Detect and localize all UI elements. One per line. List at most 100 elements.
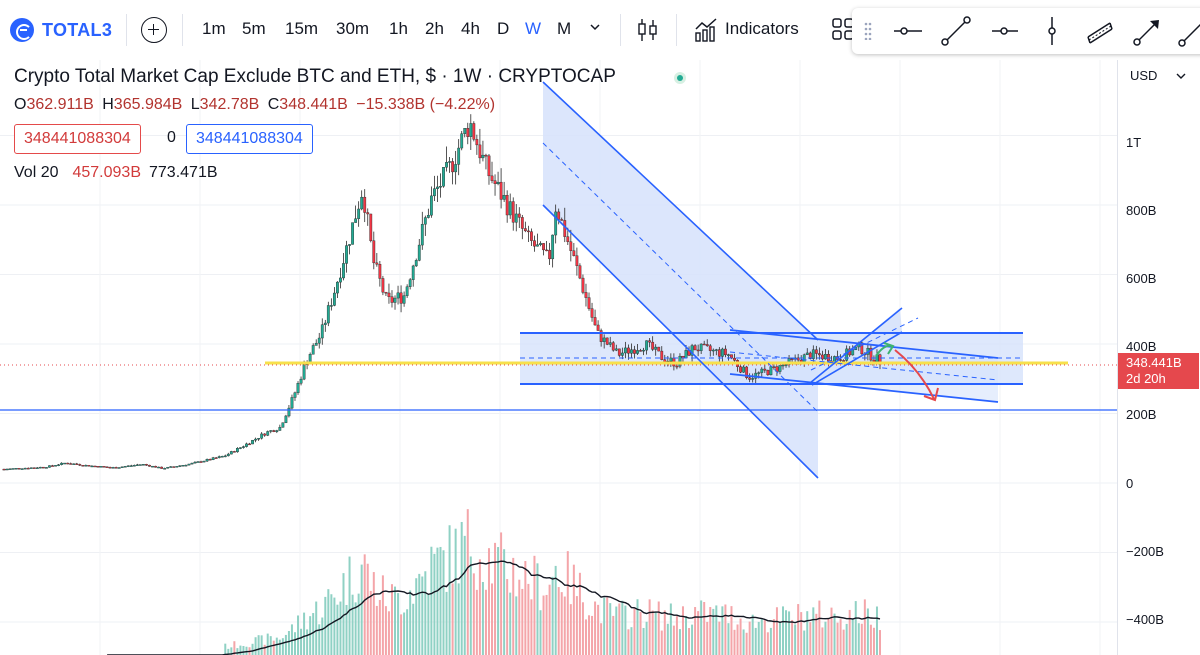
volume-bar [836, 622, 839, 655]
volume-bar [588, 615, 591, 655]
candle-body [751, 378, 755, 380]
indicators-icon[interactable] [694, 17, 718, 43]
candle-body [23, 467, 27, 470]
close-label: C [267, 96, 280, 113]
horizontal-ray-icon[interactable] [988, 15, 1020, 47]
timeframe-15m-button[interactable]: 15m [285, 19, 319, 38]
wedge-upper-line [809, 307, 903, 384]
timeframe-m-button[interactable]: M [557, 19, 572, 38]
candle-body [54, 465, 57, 467]
candle-body [702, 343, 706, 346]
candle-body [499, 181, 503, 200]
grip-icon[interactable] [864, 22, 872, 40]
market-status-icon [674, 72, 686, 84]
volume-bar [633, 608, 636, 655]
timeframe-30m-button[interactable]: 30m [336, 19, 370, 38]
volume-bar [390, 584, 393, 655]
layout-icon[interactable] [832, 18, 854, 40]
timeframe-1m-button[interactable]: 1m [202, 19, 226, 38]
candle-body [229, 451, 233, 455]
price-scale[interactable]: USD 1T 800B 600B 400B 200B 0 −200B −400B… [1117, 60, 1200, 655]
chevron-down-icon[interactable] [590, 22, 600, 32]
chevron-down-icon[interactable] [1176, 72, 1186, 80]
candle-body [11, 468, 15, 470]
timeframe-d-button[interactable]: D [497, 19, 510, 38]
candle-body [511, 201, 515, 223]
candle-body [442, 167, 445, 187]
volume-bar [421, 576, 424, 655]
candle-body [627, 347, 630, 354]
add-symbol-icon[interactable] [141, 17, 167, 43]
volume-bar [445, 591, 448, 655]
brush-icon[interactable] [1178, 15, 1200, 47]
volume-bar [657, 601, 660, 655]
volume-bar [748, 621, 751, 655]
volume-bar [527, 583, 530, 655]
candle-body [490, 175, 494, 181]
candle-body [821, 354, 824, 360]
volume-bar [306, 629, 309, 655]
volume-bar [809, 622, 812, 655]
arrow-icon[interactable] [1132, 15, 1164, 47]
wedge-mid-line [810, 317, 919, 371]
candle-body [639, 350, 642, 352]
timeframe-2h-button[interactable]: 2h [425, 19, 444, 38]
volume-bar [533, 555, 536, 655]
volume-bar [597, 604, 600, 655]
candle-body [142, 464, 145, 466]
timeframe-5m-button[interactable]: 5m [242, 19, 266, 38]
candle-body [705, 344, 709, 347]
volume-bar [536, 563, 539, 655]
trend-line-icon[interactable] [940, 15, 972, 47]
volume-bar [415, 578, 418, 655]
candle-body [636, 350, 639, 354]
candle-body [469, 123, 473, 137]
candle-body [211, 457, 215, 460]
indicator-input-zero: 0 [167, 129, 176, 146]
candle-body [102, 466, 106, 468]
horizontal-line-icon[interactable] [892, 15, 924, 47]
timeframe-4h-button[interactable]: 4h [461, 19, 480, 38]
volume-bar [433, 553, 436, 655]
candle-body [769, 366, 773, 376]
volume-bar [557, 587, 560, 655]
candle-body [120, 466, 124, 468]
candles-icon[interactable] [636, 17, 660, 43]
parallel-channel-icon[interactable] [1084, 15, 1116, 47]
volume-bar [606, 597, 609, 655]
volume-bar [460, 521, 463, 655]
volume-bar [654, 611, 657, 655]
indicator-input-blue[interactable]: 348441088304 [186, 124, 313, 154]
volume-bar [418, 573, 421, 655]
volume-bar [503, 549, 506, 655]
volume-bar [778, 622, 781, 655]
candle-body [724, 348, 727, 356]
candle-body [611, 342, 615, 351]
candle-body [87, 465, 91, 467]
volume-bar [281, 638, 284, 655]
indicators-button[interactable]: Indicators [725, 19, 799, 38]
timeframe-w-button[interactable]: W [525, 19, 542, 38]
symbol-search-button[interactable]: TOTAL3 [10, 16, 112, 44]
vertical-line-icon[interactable] [1036, 15, 1068, 47]
timeframe-1h-button[interactable]: 1h [389, 19, 408, 38]
currency-selector[interactable]: USD [1130, 68, 1158, 83]
volume-bars [224, 509, 881, 655]
volume-bar [563, 596, 566, 655]
candle-body [439, 186, 442, 188]
volume-bar [736, 624, 739, 655]
chart-pane[interactable] [0, 60, 1117, 655]
candle-body [317, 337, 321, 344]
candle-body [145, 464, 148, 466]
volume-bar [630, 627, 633, 655]
candle-body [32, 467, 36, 469]
candle-body [311, 345, 315, 355]
volume-bar [469, 556, 472, 655]
volume-bar [800, 612, 803, 655]
candle-body [220, 456, 224, 458]
indicator-input-red[interactable]: 348441088304 [14, 124, 141, 154]
volume-bar [703, 601, 706, 655]
volume-bar [594, 601, 597, 655]
price-tick: 0 [1126, 476, 1134, 491]
candle-body [66, 462, 70, 465]
